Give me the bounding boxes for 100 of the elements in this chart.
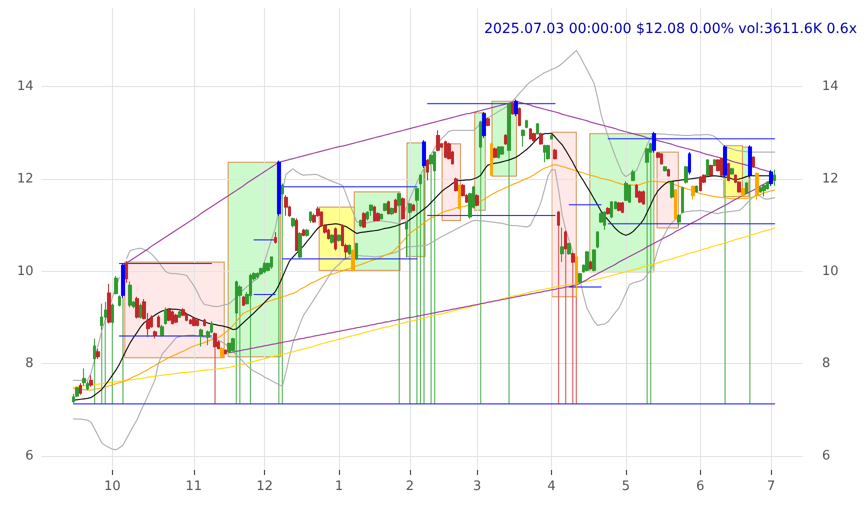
candlestick <box>305 228 309 238</box>
candlestick <box>681 186 684 214</box>
candlestick <box>380 213 383 220</box>
candlestick <box>178 310 181 318</box>
candlestick <box>769 170 773 186</box>
candlestick <box>348 244 351 256</box>
x-tick-label: 12 <box>256 479 273 494</box>
candlestick <box>741 187 745 197</box>
candlestick <box>447 142 451 160</box>
candlestick <box>663 166 667 172</box>
candlestick <box>242 295 245 306</box>
candlestick <box>479 120 482 149</box>
candlestick <box>96 348 100 360</box>
candlestick <box>596 230 599 249</box>
candlestick <box>203 318 206 327</box>
candlestick <box>390 207 394 216</box>
text: 2025.07.03 00:00:00 $12.08 0.00% vol:3611.6K 0.6x <box>484 21 857 37</box>
y2-tick-label: 10 <box>822 264 839 279</box>
candlestick <box>89 374 93 388</box>
candlestick <box>256 272 259 279</box>
candlestick <box>401 196 405 220</box>
candlestick <box>564 230 567 250</box>
candlestick <box>500 146 504 156</box>
candlestick <box>482 111 486 138</box>
candlestick <box>745 182 748 195</box>
candlestick <box>327 228 330 240</box>
candlestick <box>550 133 553 140</box>
candlestick <box>369 204 373 216</box>
candlestick <box>415 187 419 203</box>
candlestick <box>688 152 691 175</box>
candlestick <box>521 129 525 148</box>
candlestick <box>231 337 235 352</box>
candlestick <box>507 102 511 152</box>
candlestick <box>475 194 479 207</box>
y-tick-label: 10 <box>16 264 34 279</box>
candlestick <box>621 202 624 214</box>
candlestick <box>560 226 564 263</box>
candlestick <box>759 186 762 194</box>
candlestick <box>539 132 543 146</box>
x-tick-label: 3 <box>473 479 482 494</box>
candlestick <box>606 206 610 216</box>
candlestick <box>277 160 281 216</box>
line-series <box>228 180 772 354</box>
candlestick <box>171 310 174 325</box>
y2-tick-label: 8 <box>822 356 830 372</box>
candlestick <box>309 210 312 224</box>
x-tick-label: 5 <box>622 479 630 494</box>
line-series <box>72 132 772 401</box>
candlestick <box>723 144 727 178</box>
candlestick <box>716 158 720 172</box>
candlestick <box>153 330 157 339</box>
candlestick <box>727 162 730 182</box>
candlestick <box>408 202 412 214</box>
candlestick <box>699 176 702 192</box>
x-tick-label: 10 <box>104 479 121 494</box>
candlestick <box>670 180 674 199</box>
candlestick <box>585 250 589 272</box>
candlestick <box>667 168 670 178</box>
candlestick <box>128 281 132 308</box>
candlestick <box>762 184 766 197</box>
candlestick <box>167 308 171 322</box>
candlestick <box>589 260 592 270</box>
candlestick <box>196 318 199 327</box>
candlestick <box>298 232 302 259</box>
candlestick <box>454 177 458 192</box>
candlestick <box>270 256 273 270</box>
y-tick-label: 6 <box>25 448 34 464</box>
candlestick <box>114 275 118 295</box>
candlestick <box>139 303 142 319</box>
candlestick <box>713 158 716 167</box>
x-tick-label: 7 <box>766 479 776 494</box>
candlestick <box>157 314 160 328</box>
candlestick <box>628 184 631 204</box>
candlestick <box>405 220 408 258</box>
candlestick <box>185 312 188 322</box>
candlestick <box>433 150 436 173</box>
candlestick <box>571 252 575 264</box>
candlestick <box>444 140 447 159</box>
candlestick <box>111 303 114 325</box>
candlestick <box>755 172 759 200</box>
candlestick <box>684 166 688 184</box>
candlestick <box>107 283 111 324</box>
candlestick <box>610 200 613 219</box>
candlestick <box>546 144 550 160</box>
candlestick <box>514 98 518 117</box>
candlestick <box>674 188 677 220</box>
candlestick <box>125 260 128 284</box>
candlestick <box>118 294 121 307</box>
candlestick <box>220 346 224 358</box>
y-tick-label: 12 <box>16 171 34 186</box>
candlestick <box>397 192 401 208</box>
candlestick <box>458 184 461 210</box>
candlestick <box>486 116 490 127</box>
candlestick <box>181 308 185 317</box>
candlestick <box>532 132 536 142</box>
candlestick <box>557 210 560 227</box>
candlestick <box>224 348 227 355</box>
candlestick <box>359 219 362 228</box>
candlestick <box>355 242 358 261</box>
candlestick <box>691 184 695 200</box>
